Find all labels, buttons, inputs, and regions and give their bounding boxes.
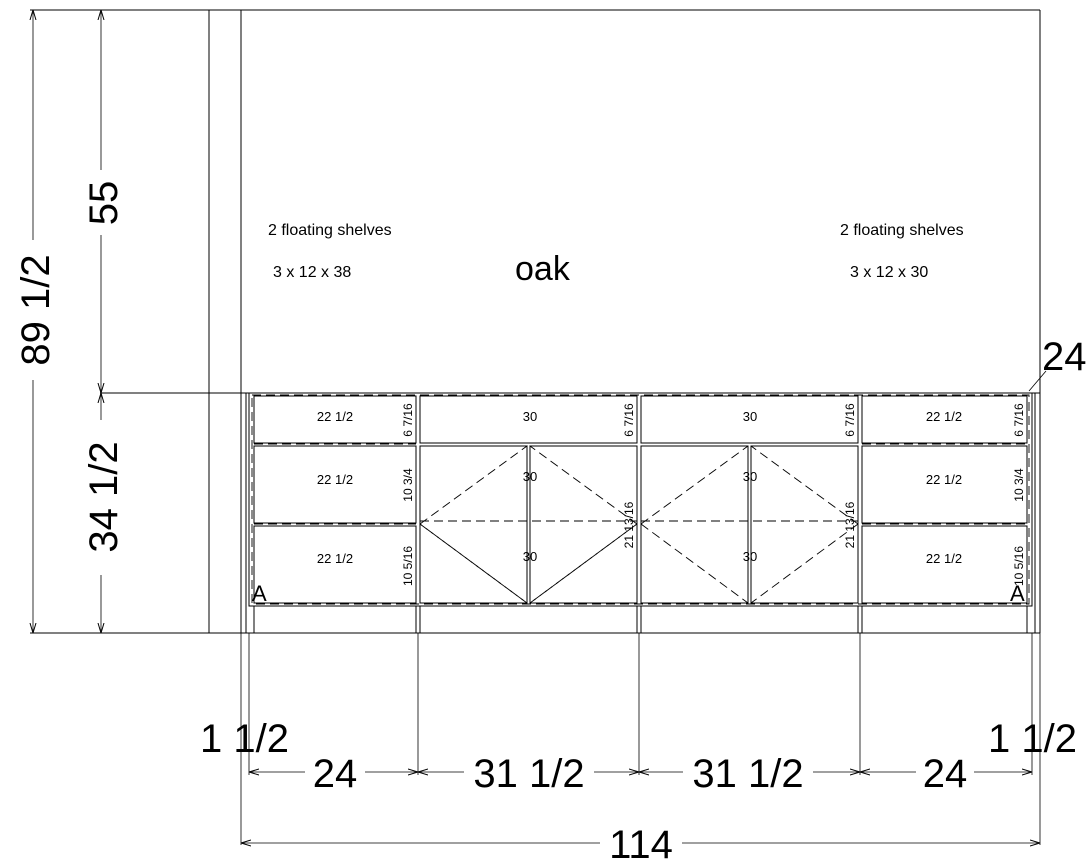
right-filler-dimension: 1 1/2 [988,717,1077,761]
c4-drawer-1-width: 22 1/2 [926,409,962,424]
c1-drawer-1-height: 6 7/16 [401,403,415,437]
c2-door-height: 21 13/16 [622,501,636,548]
c1-drawer-3-width: 22 1/2 [317,551,353,566]
drawer-front [861,445,1028,524]
c1-drawer-2-height: 10 3/4 [401,468,415,502]
right-shelves-size: 3 x 12 x 30 [850,264,928,281]
depth-dimension: 24 [1042,335,1087,379]
segment-3-dimension: 31 1/2 [692,752,803,796]
total-width-dimension: 114 [609,823,673,861]
horizontal-dimensions: 1 1/2 1 1/2 24 31 1/2 31 1/2 24 114 [200,633,1077,861]
c1-drawer-1-width: 22 1/2 [317,409,353,424]
segment-1-dimension: 24 [313,752,358,796]
cabinet-run [248,392,1033,633]
cabinet-2 [419,395,638,604]
c1-section-mark: A [252,581,267,606]
cabinet-labels: 22 1/2 22 1/2 22 1/2 6 7/16 10 3/4 10 5/… [252,403,1026,606]
c2-drawer-width: 30 [523,409,537,424]
c1-drawer-2-width: 22 1/2 [317,472,353,487]
vertical-dimensions: 89 1/2 55 34 1/2 [14,10,126,633]
wall-outline [30,9,1040,634]
c2-drawer-height: 6 7/16 [622,403,636,437]
left-shelves-title: 2 floating shelves [268,222,392,239]
total-height-dimension: 89 1/2 [14,254,58,365]
depth-callout: 24 [1028,335,1087,392]
c4-drawer-3-height: 10 5/16 [1012,546,1026,586]
door-right [529,445,638,604]
upper-height-dimension: 55 [82,181,126,226]
drawer-front [640,395,859,444]
door-left [419,445,528,604]
drawer-front [253,445,417,524]
c4-section-mark: A [1010,581,1025,606]
segment-4-dimension: 24 [923,752,968,796]
notes: 2 floating shelves 3 x 12 x 38 oak 2 flo… [268,222,964,288]
c2-door-width-upper: 30 [523,469,537,484]
drawer-front [253,525,417,604]
cabinet-3 [640,395,859,604]
cabinet-height-dimension: 34 1/2 [82,441,126,552]
left-shelves-size: 3 x 12 x 38 [273,264,351,281]
material-note: oak [515,250,571,288]
c3-door-width-lower: 30 [743,549,757,564]
drawer-front [861,525,1028,604]
left-pilaster [208,10,247,633]
drawer-front [253,395,417,444]
c3-door-height: 21 13/16 [843,501,857,548]
c4-drawer-3-width: 22 1/2 [926,551,962,566]
cabinet-4 [861,395,1028,604]
c4-drawer-2-height: 10 3/4 [1012,468,1026,502]
c3-drawer-width: 30 [743,409,757,424]
c4-drawer-2-width: 22 1/2 [926,472,962,487]
c4-drawer-1-height: 6 7/16 [1012,403,1026,437]
right-shelves-title: 2 floating shelves [840,222,964,239]
c3-drawer-height: 6 7/16 [843,403,857,437]
door-right [750,445,859,604]
drawer-front [419,395,638,444]
c2-door-width-lower: 30 [523,549,537,564]
segment-2-dimension: 31 1/2 [473,752,584,796]
left-filler-dimension: 1 1/2 [200,717,289,761]
drawer-front [861,395,1028,444]
c3-door-width-upper: 30 [743,469,757,484]
right-pilaster [1034,10,1041,633]
door-left [640,445,749,604]
cabinet-1 [253,395,417,604]
c1-drawer-3-height: 10 5/16 [401,546,415,586]
